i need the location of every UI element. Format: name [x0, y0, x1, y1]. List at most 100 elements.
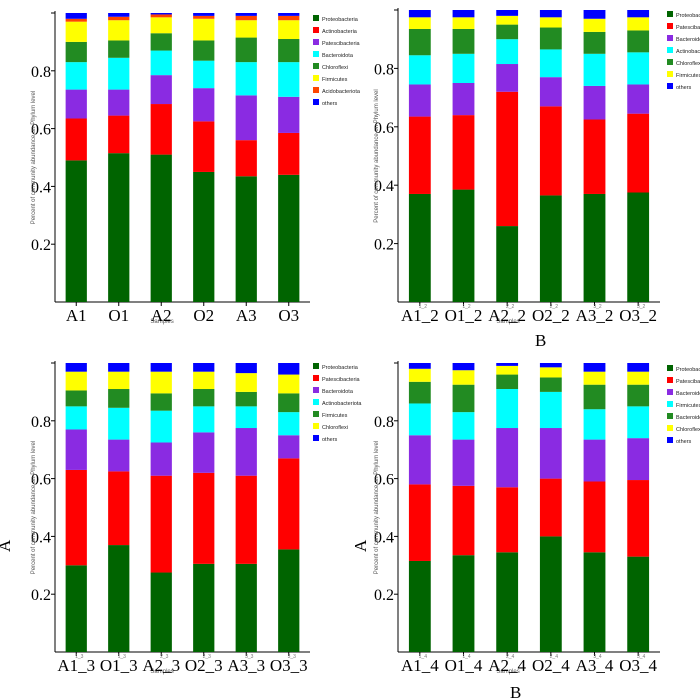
- legend: Proteobacteria Patescibacteria Bacteroidot…: [667, 11, 700, 91]
- bar-segment-actinobacteria: [150, 104, 172, 155]
- x-tick-label: A2_4: [488, 656, 526, 675]
- y-tick-label: 0.6: [31, 122, 51, 139]
- legend-label: Bacteroidota: [322, 53, 354, 59]
- bar-segment-proteobacteria: [150, 154, 172, 302]
- bar-segment-actinobacteria: [65, 118, 87, 161]
- y-axis-label: Percent of community abundance on Phylum…: [31, 441, 37, 574]
- bar-segment-actinobacteriota: [627, 52, 650, 85]
- bar-segment-others: [193, 13, 215, 16]
- bar-segment-patescibacteria: [583, 119, 606, 194]
- x-axis-label: Samples: [150, 319, 173, 325]
- legend-label: Proteobacteria: [322, 17, 359, 23]
- bar-segment-actinobacteriota: [150, 410, 172, 443]
- bar-segment-proteobacteria: [408, 560, 431, 652]
- bar-segment-bacteroidota: [583, 384, 606, 410]
- bar-segment-others: [452, 363, 475, 371]
- bar-segment-bacteroidota: [496, 428, 519, 488]
- bar-segment-patescibacteria: [65, 89, 87, 119]
- bar-segment-chloroflexi: [408, 368, 431, 382]
- legend-label: Firmicutes: [322, 413, 348, 419]
- bar-segment-chloroflexi: [150, 371, 172, 394]
- x-tick-label: A1_3: [57, 656, 95, 675]
- bar-segment-others: [627, 363, 650, 372]
- bar-segment-patescibacteria: [235, 475, 257, 564]
- bar-segment-bacteroidota: [193, 60, 215, 89]
- legend-label: Bacteroidota: [322, 389, 354, 395]
- legend-swatch: [313, 399, 319, 405]
- x-tick-label: A1_4: [401, 656, 439, 675]
- bar-segment-proteobacteria: [278, 174, 300, 302]
- bar-segment-others: [65, 363, 87, 372]
- legend-label: Bacteroidota: [676, 37, 700, 43]
- x-tick-superscript: 3_4: [637, 654, 646, 660]
- bar-segment-bacteroidota: [65, 62, 87, 90]
- legend-swatch: [313, 39, 319, 45]
- legend-label: others: [676, 439, 692, 445]
- bar-segment-bacteroidota: [452, 384, 475, 413]
- bar-segment-proteobacteria: [539, 195, 562, 302]
- y-axis-label: Percent of community abundance on Phylum…: [374, 89, 380, 222]
- bar-segment-bacteroidota: [108, 57, 130, 90]
- bar-segment-actinobacteriota: [496, 39, 519, 65]
- x-tick-label: O1_4: [445, 656, 483, 675]
- bar-segment-patescibacteria: [496, 91, 519, 227]
- bar-segment-others: [496, 10, 519, 16]
- y-tick-label: 0.8: [374, 414, 394, 431]
- bar-segment-firmicutes: [539, 17, 562, 28]
- legend-swatch: [667, 47, 673, 53]
- bar-segment-firmicutes: [235, 391, 257, 407]
- bar-segment-firmicutes: [627, 17, 650, 31]
- bar-segment-firmicutes: [65, 390, 87, 407]
- bar-segment-bacteroidota: [108, 439, 130, 472]
- bar-segment-firmicutes: [235, 20, 257, 38]
- bar-segment-proteobacteria: [452, 555, 475, 652]
- legend-swatch: [667, 413, 673, 419]
- bar-segment-others: [627, 10, 650, 18]
- x-tick-label: O3_3: [270, 656, 308, 675]
- x-tick-superscript: 3_3: [288, 654, 297, 660]
- chart-panel-3: 0.2 0.4 0.6 0.8 Percent of community abundan…: [31, 361, 362, 675]
- bar-segment-patescibacteria: [150, 75, 172, 105]
- x-tick-superscript: 1_4: [419, 654, 428, 660]
- y-tick-label: 0.4: [31, 529, 51, 546]
- bar-segment-others: [235, 13, 257, 16]
- y-tick-label: 0.2: [374, 587, 394, 604]
- bar-segment-chloroflexi: [235, 37, 257, 63]
- bar-segment-others: [452, 10, 475, 18]
- bar-segment-actinobacteria: [278, 132, 300, 175]
- bar-segment-chloroflexi: [408, 28, 431, 56]
- x-tick-label: O1: [108, 306, 129, 325]
- chart-panel-4: 0.2 0.4 0.6 0.8 Percent of community abundan…: [374, 361, 700, 675]
- bar-segment-chloroflexi: [193, 40, 215, 61]
- bar-segment-firmicutes: [193, 389, 215, 407]
- legend-swatch: [667, 59, 673, 65]
- y-tick-label: 0.2: [31, 237, 51, 254]
- x-tick-superscript: 3_3: [245, 654, 254, 660]
- bar-segment-chloroflexi: [583, 31, 606, 54]
- bar-segment-patescibacteria: [150, 475, 172, 573]
- x-tick-label: A1: [66, 306, 87, 325]
- bar-segment-proteobacteria: [496, 226, 519, 302]
- bar-segment-proteobacteria: [108, 545, 130, 652]
- bar-segment-bacteroidota: [235, 62, 257, 96]
- bar-segment-patescibacteria: [193, 472, 215, 564]
- legend-swatch: [313, 15, 319, 21]
- chart-panel-2: 0.2 0.4 0.6 0.8 Percent of community abundan…: [374, 8, 700, 325]
- x-axis-label: Samples: [150, 669, 173, 675]
- bar-segment-others: [539, 10, 562, 18]
- bar-segment-patescibacteria: [235, 95, 257, 141]
- bar-segment-patescibacteria: [496, 487, 519, 553]
- bar-segment-firmicutes: [496, 15, 519, 25]
- legend-label: others: [676, 85, 692, 91]
- bar-segment-proteobacteria: [496, 552, 519, 652]
- legend-swatch: [667, 23, 673, 29]
- bar-segment-bacteroidota: [539, 428, 562, 479]
- legend-label: Actinobacteriota: [322, 401, 362, 407]
- x-axis-label: Samples: [496, 669, 519, 675]
- x-axis-label: Samples: [496, 319, 519, 325]
- legend-label: Bacteroidota: [676, 391, 700, 397]
- legend-label: Actinobacteriota: [676, 49, 700, 55]
- bar-segment-firmicutes: [583, 409, 606, 440]
- bar-segment-bacteroidota: [150, 50, 172, 76]
- bar-segment-patescibacteria: [65, 469, 87, 566]
